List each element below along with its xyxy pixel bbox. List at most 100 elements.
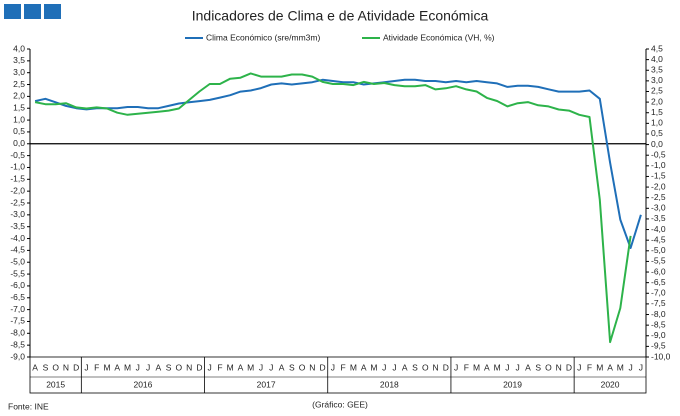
year-label: 2018 xyxy=(380,379,399,389)
x-tick-label: S xyxy=(289,362,295,372)
y2-tick-label: -2,5 xyxy=(651,192,666,202)
y-tick-label: -1,0 xyxy=(10,162,25,172)
y2-tick-label: -6,0 xyxy=(651,266,666,276)
x-tick-label: F xyxy=(341,362,346,372)
y2-tick-label: 1,5 xyxy=(651,107,663,117)
x-tick-label: D xyxy=(73,362,79,372)
x-tick-label: A xyxy=(32,362,38,372)
y-tick-label: -6,5 xyxy=(10,292,25,302)
y-tick-label: -4,5 xyxy=(10,245,25,255)
x-tick-label: F xyxy=(217,362,222,372)
year-label: 2017 xyxy=(257,379,276,389)
x-tick-label: N xyxy=(432,362,438,372)
y-tick-label: -3,0 xyxy=(10,209,25,219)
chart-title: Indicadores de Clima e de Atividade Econ… xyxy=(192,8,489,24)
x-tick-label: A xyxy=(155,362,161,372)
x-tick-label: A xyxy=(279,362,285,372)
x-axis-box xyxy=(29,356,647,394)
y2-tick-label: 0,0 xyxy=(651,139,663,149)
x-tick-label: M xyxy=(596,362,603,372)
y-tick-label: -2,0 xyxy=(10,185,25,195)
year-label: 2020 xyxy=(601,379,620,389)
x-tick-label: O xyxy=(422,362,429,372)
y2-tick-label: -7,0 xyxy=(651,288,666,298)
legend-label: Clima Económico (sre/mm3m) xyxy=(206,32,320,42)
x-tick-label: J xyxy=(269,362,273,372)
x-tick-label: J xyxy=(136,362,140,372)
x-tick-label: D xyxy=(320,362,326,372)
x-tick-label: S xyxy=(412,362,418,372)
y-tick-label: 0,5 xyxy=(13,126,25,136)
y2-tick-label: 2,5 xyxy=(651,86,663,96)
y2-tick-label: 0,5 xyxy=(651,128,663,138)
y2-tick-label: -5,0 xyxy=(651,245,666,255)
y2-tick-label: -8,0 xyxy=(651,309,666,319)
y-tick-label: -5,0 xyxy=(10,256,25,266)
x-tick-label: D xyxy=(443,362,449,372)
x-tick-label: J xyxy=(577,362,581,372)
y-tick-label: -1,5 xyxy=(10,174,25,184)
x-tick-label: M xyxy=(350,362,357,372)
y2-tick-label: -9,0 xyxy=(651,330,666,340)
x-tick-label: A xyxy=(484,362,490,372)
y-tick-label: -4,0 xyxy=(10,233,25,243)
series-line xyxy=(34,72,632,344)
y-tick-label: -3,5 xyxy=(10,221,25,231)
x-tick-label: J xyxy=(331,362,335,372)
year-label: 2019 xyxy=(503,379,522,389)
series-line xyxy=(34,78,642,249)
x-tick-label: J xyxy=(392,362,396,372)
x-tick-label: M xyxy=(473,362,480,372)
y2-tick-label: -7,5 xyxy=(651,298,666,308)
x-tick-label: N xyxy=(556,362,562,372)
x-tick-label: J xyxy=(208,362,212,372)
year-label: 2015 xyxy=(46,379,65,389)
y-tick-label: -0,5 xyxy=(10,150,25,160)
x-tick-label: J xyxy=(505,362,509,372)
y-tick-label: 0,0 xyxy=(13,138,25,148)
y2-tick-label: 3,5 xyxy=(651,64,663,74)
legend-label: Atividade Económica (VH, %) xyxy=(383,32,495,42)
x-tick-label: S xyxy=(43,362,49,372)
x-tick-label: O xyxy=(545,362,552,372)
x-tick-label: A xyxy=(402,362,408,372)
source: Fonte: INE xyxy=(8,401,49,411)
x-tick-label: J xyxy=(454,362,458,372)
y2-tick-label: -6,5 xyxy=(651,277,666,287)
year-label: 2016 xyxy=(133,379,152,389)
x-tick-label: A xyxy=(525,362,531,372)
y2-tick-label: -5,5 xyxy=(651,256,666,266)
y2-tick-label: -4,5 xyxy=(651,234,666,244)
x-tick-label: A xyxy=(361,362,367,372)
y2-tick-label: -0,5 xyxy=(651,149,666,159)
x-tick-label: M xyxy=(494,362,501,372)
x-tick-label: J xyxy=(628,362,632,372)
y-tick-label: 1,0 xyxy=(13,114,25,124)
y-tick-label: 1,5 xyxy=(13,102,25,112)
y-tick-label: 3,0 xyxy=(13,67,25,77)
x-tick-label: M xyxy=(247,362,254,372)
x-tick-label: M xyxy=(103,362,110,372)
y-tick-label: -9,0 xyxy=(10,351,25,361)
x-tick-label: M xyxy=(617,362,624,372)
y-tick-label: 3,5 xyxy=(13,55,25,65)
x-tick-label: J xyxy=(146,362,150,372)
x-tick-label: O xyxy=(52,362,59,372)
x-tick-label: D xyxy=(566,362,572,372)
y-tick-label: -8,5 xyxy=(10,339,25,349)
x-tick-label: M xyxy=(370,362,377,372)
x-tick-label: D xyxy=(196,362,202,372)
y2-tick-label: -1,5 xyxy=(651,171,666,181)
y-tick-label: 4,0 xyxy=(13,43,25,53)
x-tick-label: A xyxy=(607,362,613,372)
y-tick-label: -7,0 xyxy=(10,304,25,314)
logo-square xyxy=(4,4,21,19)
y2-tick-label: -1,0 xyxy=(651,160,666,170)
x-tick-label: M xyxy=(124,362,131,372)
credit: (Gráfico: GEE) xyxy=(312,399,368,409)
x-tick-label: N xyxy=(63,362,69,372)
x-tick-label: O xyxy=(176,362,183,372)
x-tick-label: F xyxy=(587,362,592,372)
y2-tick-label: -8,5 xyxy=(651,319,666,329)
